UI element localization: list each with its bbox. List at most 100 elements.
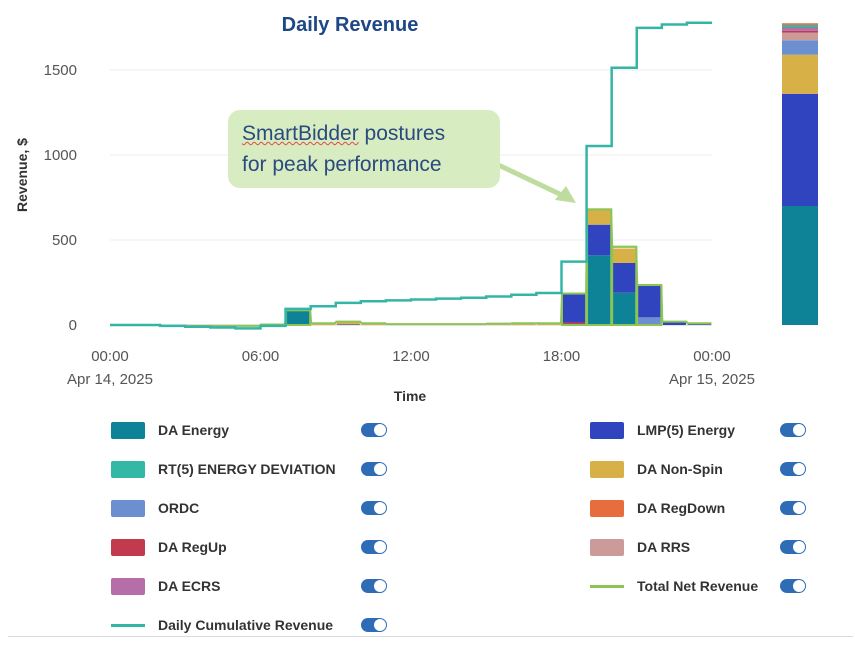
x-tick-date-label: Apr 15, 2025 [669,371,755,388]
series-visibility-toggle[interactable] [780,540,806,554]
legend-swatch [111,623,145,627]
y-axis-title: Revenue, $ [14,138,30,212]
series-visibility-toggle[interactable] [361,540,387,554]
callout-brand-text: SmartBidder [242,122,359,145]
cumulative-revenue-path [110,21,712,330]
series-visibility-toggle[interactable] [780,462,806,476]
callout-arrow [485,157,576,203]
daily-total-segment [782,40,818,55]
bar-segment [587,209,611,225]
legend-item: DA RegUp [111,537,227,557]
annotation-callout: SmartBidder postures for peak performanc… [228,110,500,188]
legend-label: Total Net Revenue [637,578,759,594]
legend-swatch [111,421,145,439]
daily-revenue-chart: Daily Revenue 0 500 1000 1500 00:00 Apr 14, … [14,14,818,404]
bar-segment [562,322,586,325]
legend-label: RT(5) ENERGY DEVIATION [158,461,336,477]
daily-total-segment [782,32,818,41]
legend-item: Total Net Revenue [590,576,758,596]
legend-label: DA ECRS [158,578,221,594]
series-visibility-toggle[interactable] [780,423,806,437]
bar-segment [361,323,385,325]
bar-segment [637,317,661,325]
legend-item: DA RegDown [590,498,725,518]
legend-item: DA Non-Spin [590,459,723,479]
legend-item: Daily Cumulative Revenue [111,615,333,635]
legend-label: DA Energy [158,422,230,438]
legend-swatch [111,460,145,478]
y-tick-label: 1500 [44,62,77,79]
legend-item: DA Energy [111,420,229,440]
bar-segment [286,310,310,325]
bar-segment [687,324,711,325]
daily-total-segment [782,27,818,31]
cumulative-revenue-line [110,21,712,330]
legend-item: ORDC [111,498,199,518]
series-visibility-toggle[interactable] [361,462,387,476]
series-visibility-toggle[interactable] [361,501,387,515]
legend-swatch [590,499,624,517]
x-axis-ticks: 00:00 Apr 14, 2025 06:00 12:00 18:00 00:00 Apr… [67,348,755,388]
toggle-knob [374,424,386,436]
legend-swatch [590,460,624,478]
x-tick-label: 18:00 [543,348,581,365]
callout-line1-rest: postures [358,122,446,145]
x-axis-title: Time [394,388,427,404]
x-tick-label: 00:00 [693,348,731,365]
x-tick-label: 06:00 [242,348,280,365]
toggle-knob [793,502,805,514]
legend-swatch [590,538,624,556]
legend-label: ORDC [158,500,200,516]
daily-total-segment [782,23,818,25]
y-axis-ticks: 0 500 1000 1500 [44,62,77,334]
series-visibility-toggle[interactable] [361,618,387,632]
toggle-knob [374,580,386,592]
series-visibility-toggle[interactable] [780,579,806,593]
toggle-knob [793,463,805,475]
daily-total-segment [782,30,818,33]
daily-total-segment [782,54,818,94]
bar-segment [612,292,636,325]
bar-segment [612,248,636,263]
toggle-knob [374,463,386,475]
bar-segment [662,322,686,325]
daily-total-segment [782,24,818,28]
daily-total-bar [782,23,818,325]
legend-label: Daily Cumulative Revenue [158,617,334,633]
divider [8,636,853,637]
daily-total-segment [782,93,818,206]
legend-label: LMP(5) Energy [637,422,736,438]
bar-segment [587,224,611,256]
legend-label: DA Non-Spin [637,461,723,477]
total-net-revenue-box [586,208,613,326]
callout-line2: for peak performance [242,153,442,176]
legend-item: DA RRS [590,537,690,557]
toggle-knob [793,580,805,592]
legend-label: DA RegDown [637,500,726,516]
y-tick-label: 0 [69,317,77,334]
legend-swatch [111,577,145,595]
series-visibility-toggle[interactable] [780,501,806,515]
y-tick-label: 500 [52,232,77,249]
toggle-knob [793,424,805,436]
x-tick-label: 00:00 [91,348,129,365]
series-visibility-toggle[interactable] [361,579,387,593]
total-net-revenue-box [636,284,663,326]
legend-item: RT(5) ENERGY DEVIATION [111,459,336,479]
toggle-knob [374,541,386,553]
legend-swatch [590,584,624,588]
legend-label: DA RRS [637,539,691,555]
bar-segment [637,285,661,318]
toggle-knob [793,541,805,553]
legend-swatch [590,421,624,439]
legend-swatch [111,538,145,556]
legend-item: LMP(5) Energy [590,420,735,440]
total-net-revenue-box [611,245,638,326]
legend-label: DA RegUp [158,539,227,555]
daily-total-segment [782,206,818,325]
bar-segment [311,323,335,325]
bar-segment [336,321,360,325]
series-visibility-toggle[interactable] [361,423,387,437]
total-net-revenue-box [561,292,588,326]
x-tick-date-label: Apr 14, 2025 [67,371,153,388]
